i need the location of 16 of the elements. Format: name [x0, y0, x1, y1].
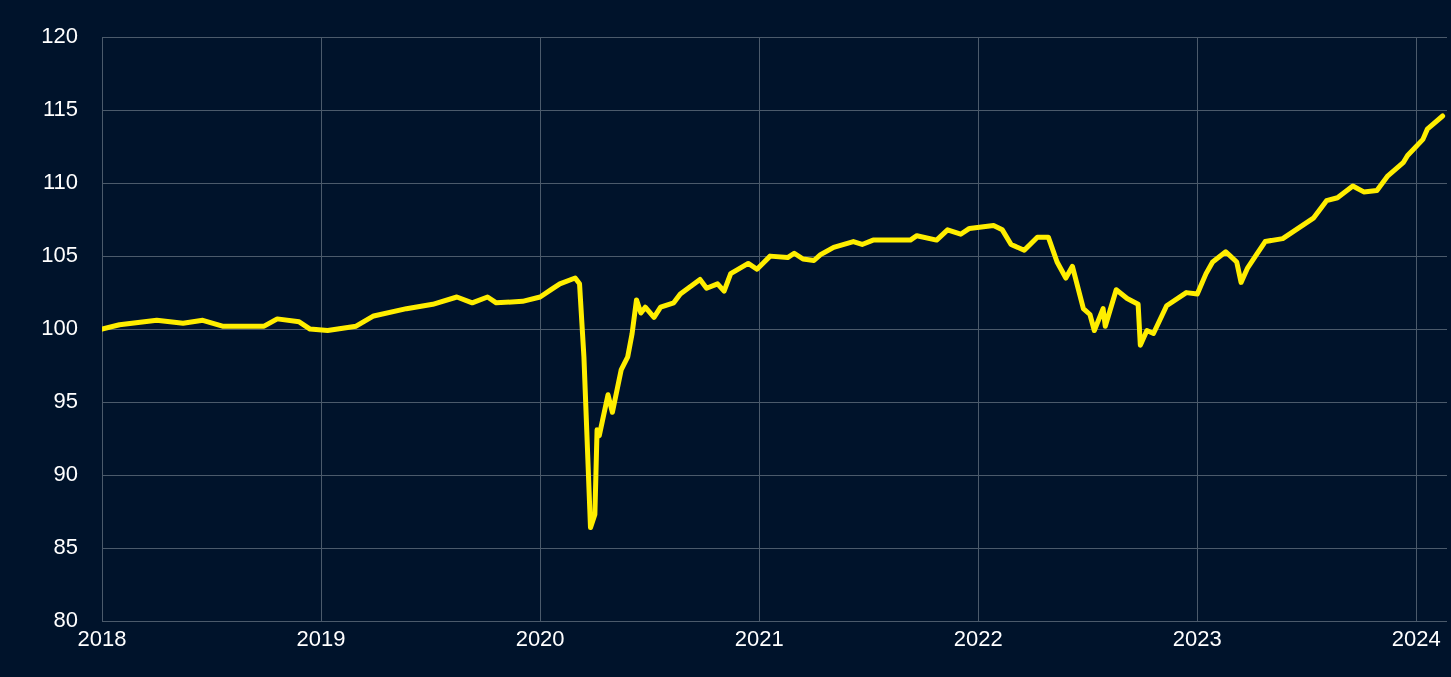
y-tick-label: 105	[41, 242, 78, 268]
x-tick-label: 2018	[77, 626, 127, 652]
x-tick-label: 2019	[296, 626, 346, 652]
x-tick-label: 2021	[734, 626, 784, 652]
y-tick-label: 110	[42, 169, 78, 195]
y-tick-label: 80	[53, 607, 78, 633]
y-tick-label: 85	[53, 534, 78, 560]
y-tick-label: 120	[41, 23, 78, 49]
y-tick-label: 115	[42, 96, 78, 122]
x-tick-label: 2020	[515, 626, 565, 652]
y-tick-label: 90	[53, 461, 78, 487]
x-tick-label: 2023	[1172, 626, 1222, 652]
x-tick-label: 2022	[953, 626, 1003, 652]
y-tick-label: 100	[41, 315, 78, 341]
x-tick-label: 2024	[1391, 626, 1441, 652]
y-tick-label: 95	[53, 388, 78, 414]
